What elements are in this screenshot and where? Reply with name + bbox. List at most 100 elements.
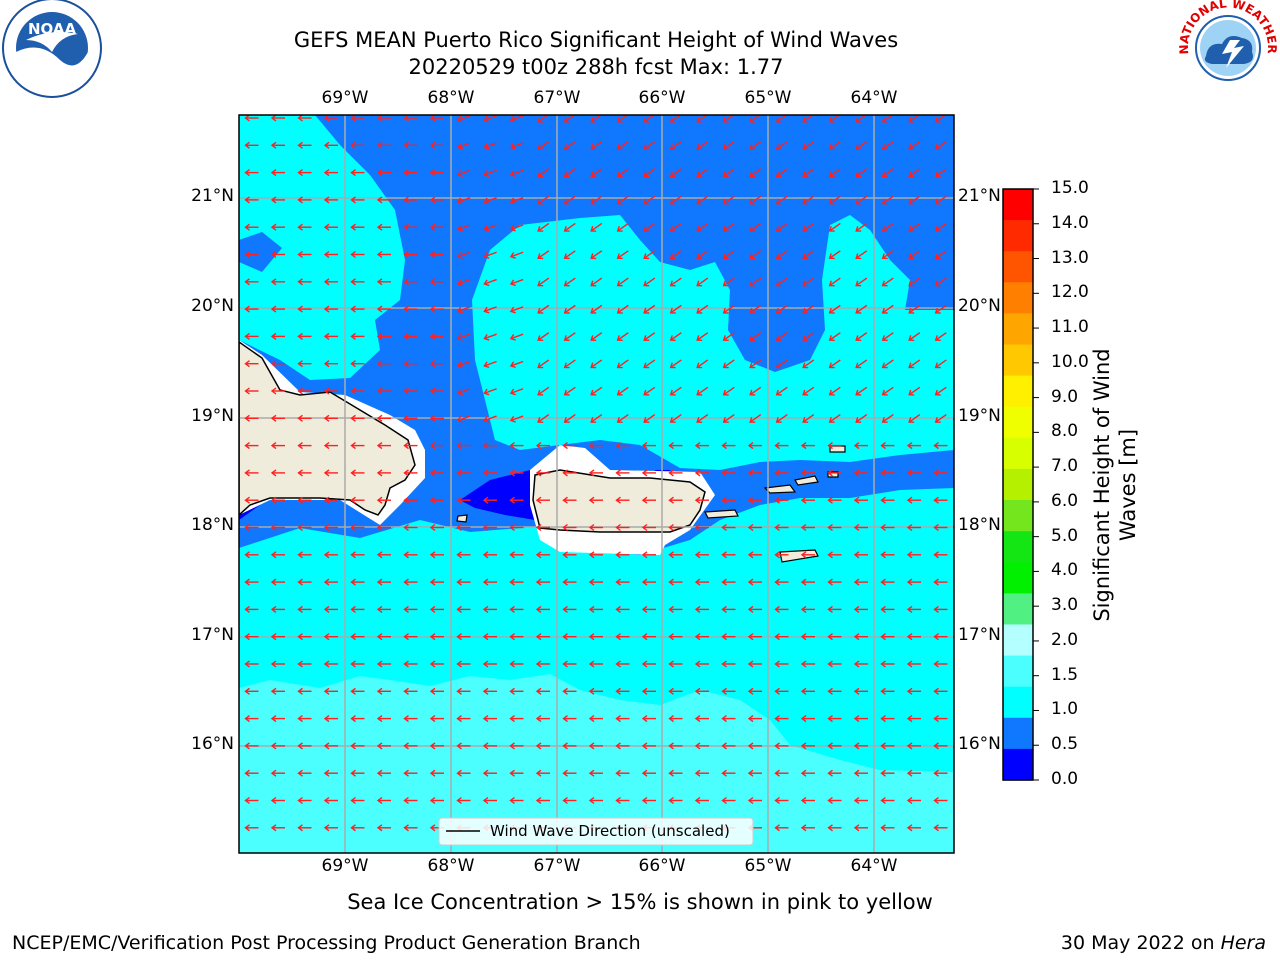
wind-arrow: [590, 250, 603, 259]
wind-arrow-head: [641, 660, 648, 668]
wind-arrow-head: [588, 633, 595, 641]
wind-arrow: [537, 250, 550, 259]
lon-tick-top: 67°W: [533, 88, 581, 108]
colorbar: [1002, 188, 1039, 781]
wind-arrow-head: [429, 115, 436, 122]
wind-arrow: [537, 332, 550, 341]
wind-arrow-head: [323, 578, 330, 586]
wind-arrow-head: [855, 225, 862, 232]
wind-arrow-head: [828, 253, 835, 260]
wind-arrow-head: [403, 278, 409, 286]
band-1-1.5-northwest: [239, 115, 405, 380]
wind-arrow-head: [775, 198, 782, 205]
wind-arrow-head: [297, 250, 303, 259]
wind-arrow: [590, 168, 603, 177]
wind-arrow: [457, 142, 471, 149]
wind-arrow-head: [906, 551, 913, 559]
wind-arrow-head: [669, 116, 676, 123]
wind-arrow-head: [376, 223, 383, 231]
colorbar-tick-label: 10.0: [1051, 351, 1089, 372]
wind-arrow: [935, 332, 947, 341]
wind-arrow: [776, 413, 788, 423]
wind-arrow-head: [244, 305, 250, 313]
wind-arrow-head: [775, 171, 782, 178]
wind-arrow-head: [749, 116, 756, 123]
wind-arrow-head: [323, 605, 330, 613]
wind-arrow: [537, 222, 550, 232]
wind-arrow-head: [562, 469, 568, 477]
wind-arrow-head: [323, 141, 330, 149]
wind-arrow: [855, 140, 868, 150]
wind-arrow-head: [880, 578, 886, 586]
wind-arrow-head: [323, 169, 330, 177]
wind-arrow-head: [722, 307, 729, 314]
wind-arrow-head: [403, 469, 409, 477]
wind-arrow-head: [828, 280, 835, 287]
wind-arrow-head: [403, 742, 409, 750]
wind-arrow-head: [668, 496, 674, 504]
wind-arrow: [510, 306, 524, 312]
wind-arrow-head: [350, 523, 356, 532]
wind-arrow-head: [244, 278, 250, 286]
wind-arrow-head: [456, 306, 463, 314]
wind-arrow-head: [483, 334, 490, 341]
wind-arrow-head: [429, 796, 436, 805]
wind-arrow: [484, 333, 497, 340]
wind-arrow-head: [855, 389, 862, 396]
wind-arrow-head: [350, 305, 356, 313]
wind-arrow-head: [429, 742, 436, 750]
wind-arrow: [670, 277, 682, 287]
wind-arrow-head: [853, 496, 860, 504]
colorbar-tick-label: 1.0: [1051, 699, 1079, 720]
wind-arrow-head: [934, 335, 941, 341]
wind-arrow-head: [297, 414, 303, 422]
wind-arrow-head: [376, 360, 383, 368]
wind-arrow-head: [590, 335, 597, 341]
wind-arrow-head: [802, 116, 809, 123]
wind-arrow-head: [616, 144, 623, 150]
wind-arrow-head: [669, 253, 676, 260]
wind-arrow-head: [429, 496, 436, 504]
wind-arrow: [696, 332, 709, 341]
wind-arrow: [484, 169, 497, 176]
wind-arrow-head: [563, 116, 570, 123]
wind-arrow: [723, 386, 735, 396]
wind-arrow-head: [590, 307, 597, 314]
wind-arrow-head: [588, 687, 595, 695]
wind-arrow-head: [270, 523, 277, 532]
wind-arrow-head: [323, 523, 330, 532]
wind-arrow-head: [855, 362, 862, 369]
wind-arrow-head: [908, 144, 915, 150]
wind-arrow-head: [669, 417, 676, 423]
wind-arrow-head: [376, 633, 383, 641]
wind-arrows: [244, 115, 948, 832]
wind-arrow-head: [244, 250, 250, 259]
wind-arrow-head: [668, 660, 674, 668]
wind-arrow-head: [562, 660, 568, 668]
wind-arrow-head: [800, 742, 807, 750]
wind-arrow-head: [323, 769, 330, 777]
wind-arrow: [908, 250, 921, 259]
wind-arrow-head: [643, 307, 650, 314]
wind-arrow: [457, 224, 471, 231]
colorbar-segment: [1003, 406, 1033, 439]
wind-arrow-head: [350, 796, 356, 805]
lat-tick-right: 21°N: [958, 186, 1001, 206]
wind-arrow-head: [297, 115, 303, 122]
wind-arrow-head: [827, 605, 833, 613]
wind-arrow-head: [669, 307, 676, 314]
wind-arrow-head: [323, 387, 330, 395]
wind-arrow-head: [669, 144, 676, 150]
wind-arrow-head: [270, 141, 277, 149]
wind-arrow: [457, 360, 471, 367]
wind-arrow: [617, 277, 629, 287]
wind-arrow-head: [482, 769, 489, 777]
wind-arrow-head: [696, 417, 703, 423]
wind-arrow: [537, 304, 550, 314]
wind-arrow-head: [509, 415, 516, 423]
wind-arrow: [510, 388, 524, 394]
wind-arrow-head: [827, 769, 833, 777]
wind-arrow-head: [802, 144, 809, 150]
band-1-1.5-central: [472, 215, 954, 470]
wind-arrow-head: [350, 687, 356, 695]
